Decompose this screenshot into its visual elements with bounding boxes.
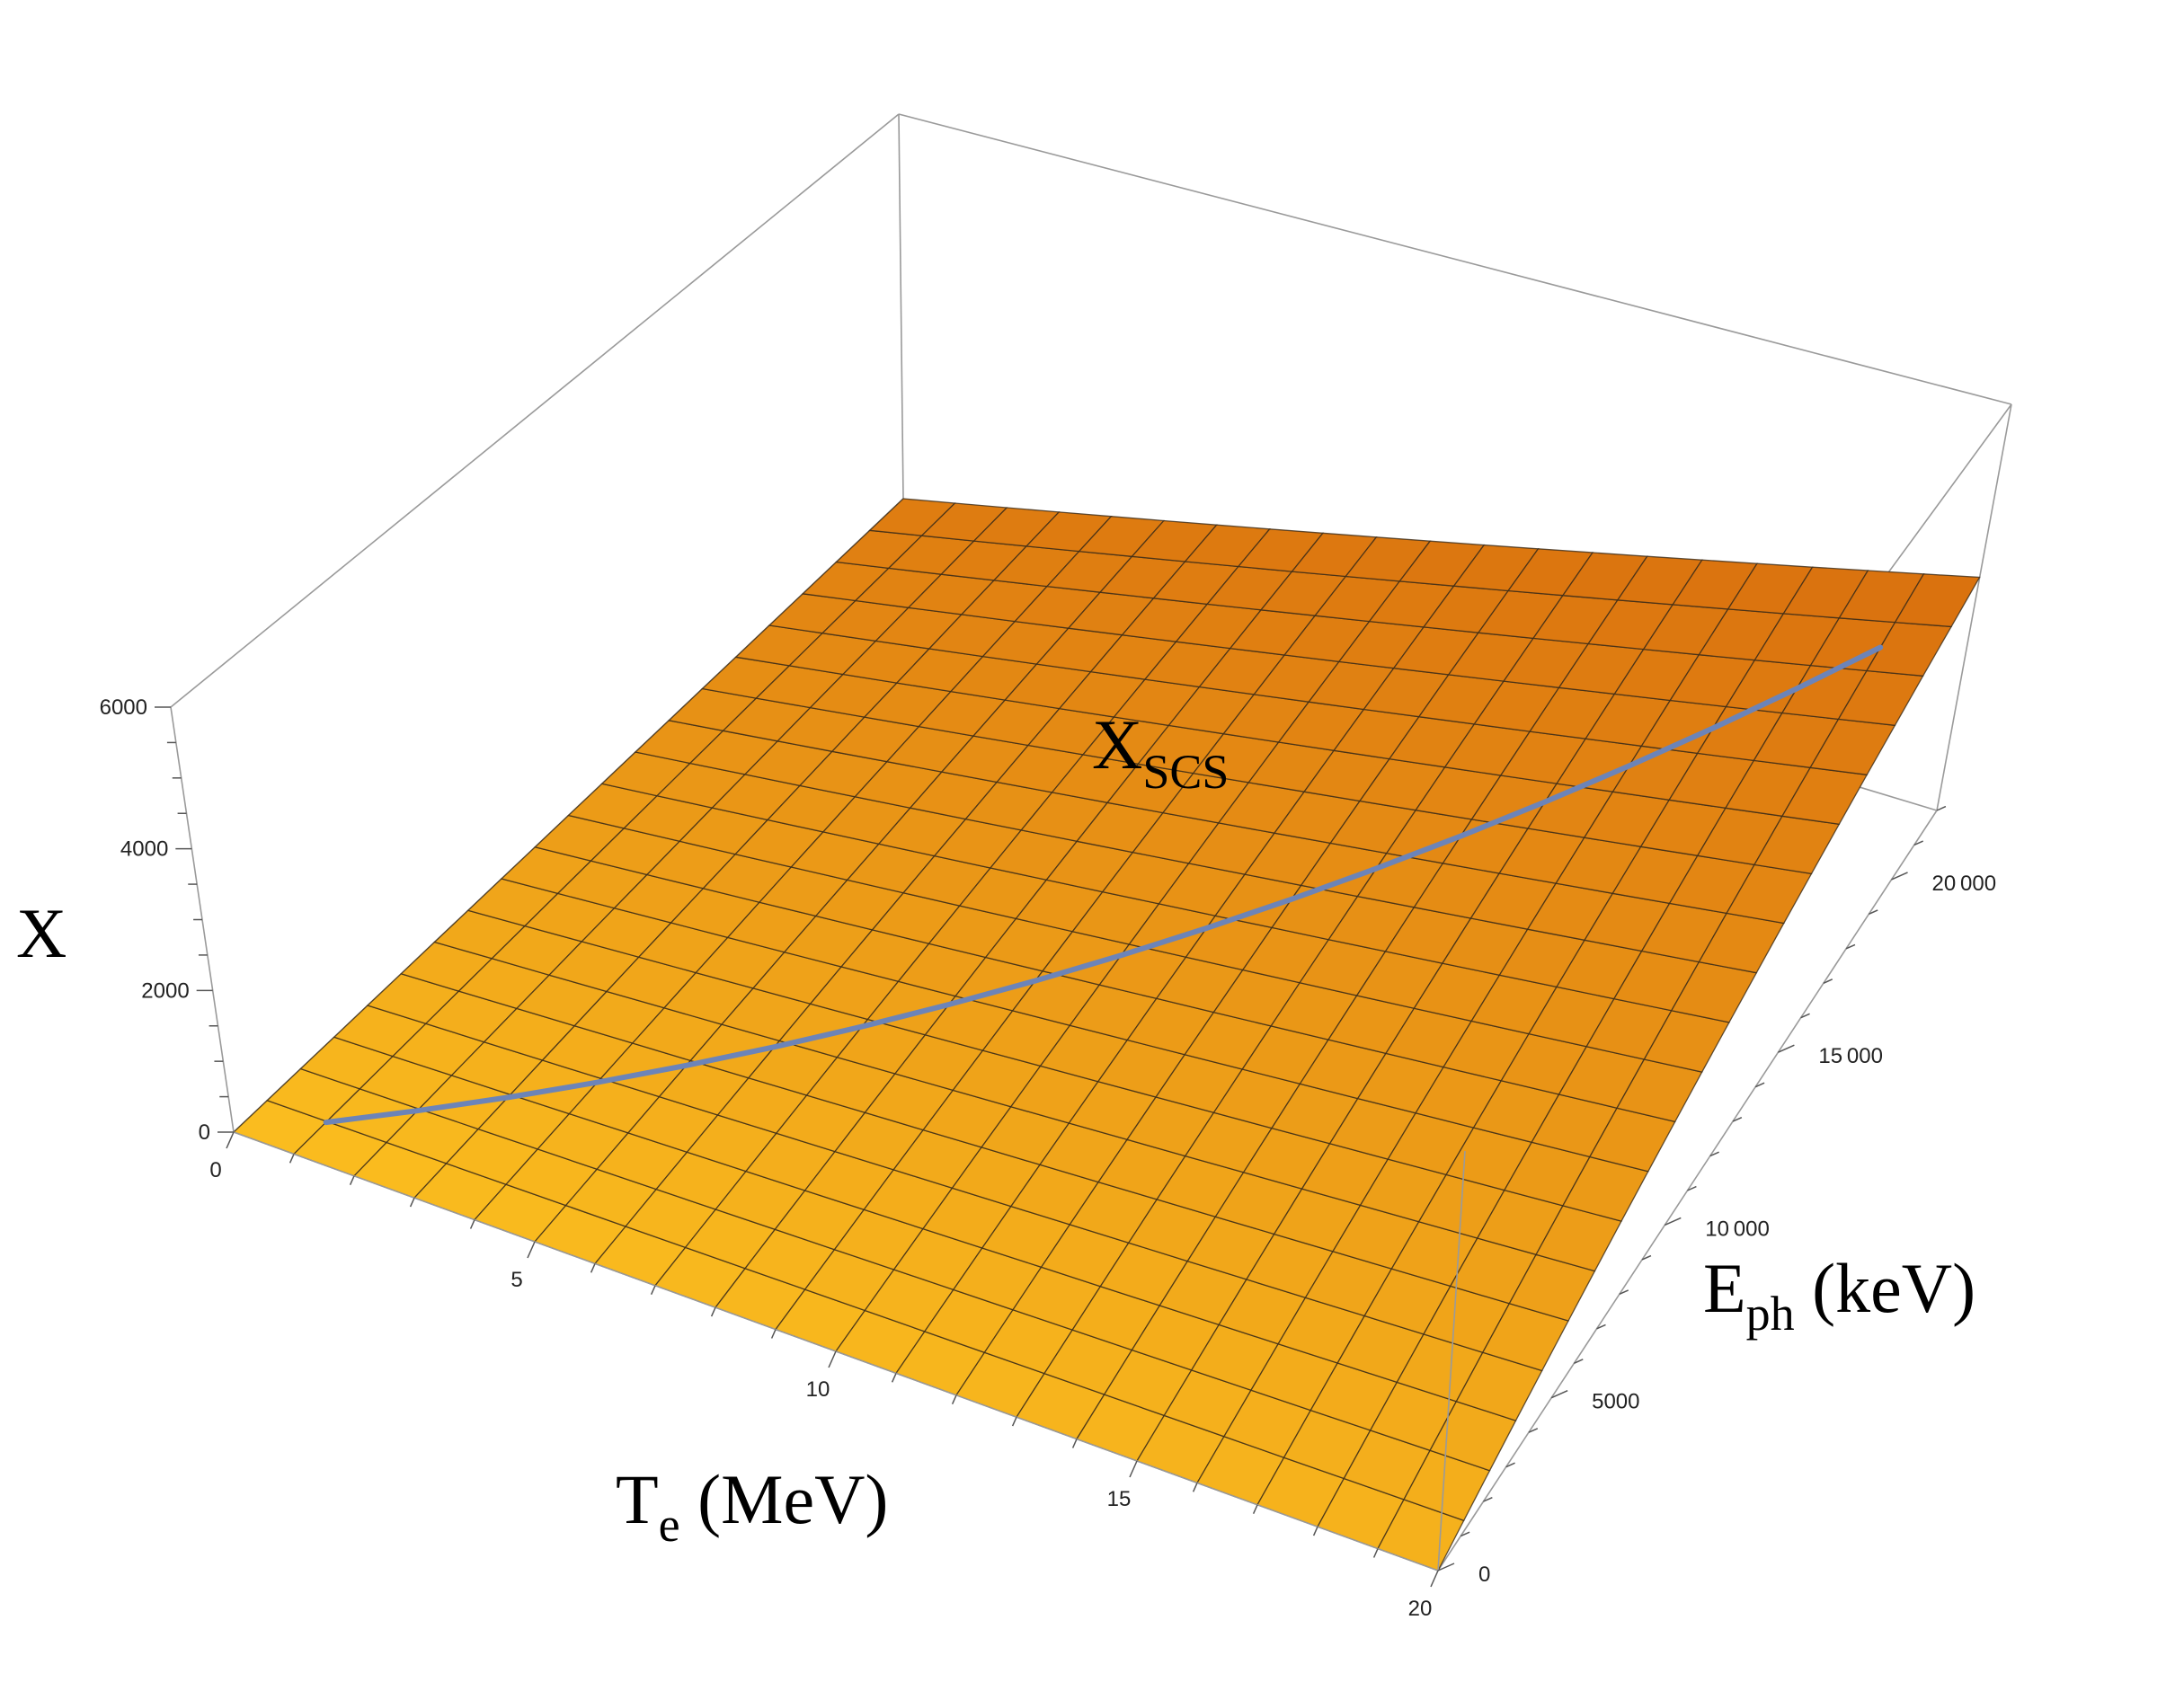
y-axis-tick-label: 15 000 bbox=[1818, 1044, 1883, 1068]
x-axis-tick bbox=[1372, 1548, 1379, 1558]
y-axis-tick-label: 20 000 bbox=[1932, 872, 1997, 896]
curve-label-main: X bbox=[1092, 705, 1142, 784]
y-axis-tick bbox=[1913, 840, 1923, 846]
y-axis-tick bbox=[1869, 909, 1878, 916]
y-axis-tick bbox=[1754, 1082, 1765, 1088]
x-axis-tick bbox=[1129, 1460, 1138, 1478]
y-axis-title-main: E bbox=[1703, 1249, 1746, 1327]
x-axis-tick bbox=[226, 1131, 235, 1149]
y-axis-tick bbox=[1550, 1390, 1568, 1399]
surface-plot bbox=[232, 498, 1981, 1571]
x-axis-title: Te (MeV) bbox=[616, 1460, 888, 1552]
y-axis-tick bbox=[1709, 1151, 1719, 1157]
y-axis-tick bbox=[1778, 1044, 1795, 1053]
y-axis-tick bbox=[1528, 1428, 1539, 1433]
scs-curve-layer bbox=[323, 644, 1884, 1126]
y-axis-title: Eph (keV) bbox=[1703, 1249, 1975, 1341]
x-axis-title-unit: (MeV) bbox=[680, 1460, 889, 1538]
x-axis-tick bbox=[590, 1263, 596, 1273]
curve-label: XSCS bbox=[1092, 705, 1229, 799]
y-axis-tick bbox=[1664, 1217, 1682, 1226]
y-axis-tick bbox=[1641, 1254, 1652, 1261]
y-axis-tick bbox=[1574, 1359, 1584, 1364]
y-axis-tick bbox=[1687, 1185, 1697, 1191]
y-axis-tick bbox=[1483, 1497, 1493, 1502]
z-axis-tick-label: 6000 bbox=[100, 695, 147, 720]
box-edge bbox=[170, 113, 900, 708]
scs-curve bbox=[323, 644, 1884, 1126]
x-axis-tick bbox=[1071, 1439, 1078, 1448]
x-axis-tick bbox=[1011, 1416, 1017, 1427]
x-axis-tick bbox=[1192, 1483, 1198, 1492]
x-axis-tick bbox=[650, 1285, 656, 1296]
x-axis-tick-label: 10 bbox=[806, 1377, 830, 1402]
x-axis-tick-label: 0 bbox=[209, 1158, 221, 1182]
y-axis-tick-label: 5000 bbox=[1592, 1390, 1639, 1414]
x-axis-title-main: T bbox=[616, 1460, 659, 1538]
y-axis-tick bbox=[1596, 1324, 1606, 1330]
surface-cell bbox=[1894, 573, 1981, 628]
x-axis-tick-label: 15 bbox=[1107, 1487, 1132, 1511]
z-axis-tick-label: 2000 bbox=[141, 978, 189, 1003]
y-axis-tick bbox=[1936, 805, 1947, 811]
x-axis-title-sub: e bbox=[659, 1498, 680, 1552]
x-axis-tick bbox=[828, 1350, 837, 1368]
y-axis-tick bbox=[1845, 943, 1856, 950]
z-axis-tick-label: 4000 bbox=[120, 837, 168, 862]
y-axis-title-sub: ph bbox=[1746, 1287, 1795, 1341]
curve-label-sub: SCS bbox=[1142, 745, 1229, 799]
x-axis-tick bbox=[469, 1219, 475, 1229]
box-edge bbox=[898, 113, 2012, 405]
y-axis-title-unit: (keV) bbox=[1795, 1249, 1975, 1327]
x-axis-tick bbox=[770, 1329, 777, 1339]
z-axis-tick-label: 0 bbox=[199, 1120, 210, 1145]
y-axis-tick bbox=[1460, 1531, 1470, 1537]
box-edge bbox=[1936, 403, 2012, 811]
box-edge bbox=[898, 113, 904, 500]
y-axis-tick bbox=[1823, 978, 1833, 984]
x-axis-tick-label: 20 bbox=[1408, 1597, 1433, 1621]
y-axis-tick bbox=[1505, 1462, 1515, 1468]
z-axis-title: X bbox=[16, 894, 67, 972]
y-axis-tick-label: 10 000 bbox=[1705, 1217, 1770, 1242]
y-axis-tick bbox=[1800, 1013, 1810, 1019]
x-axis-tick bbox=[710, 1306, 716, 1317]
x-axis-tick bbox=[527, 1241, 536, 1259]
x-axis-tick-label: 5 bbox=[510, 1268, 522, 1292]
y-axis-tick bbox=[1437, 1563, 1455, 1571]
y-axis-tick bbox=[1619, 1289, 1629, 1296]
x-axis-tick bbox=[1430, 1570, 1439, 1588]
x-axis-tick bbox=[1252, 1504, 1258, 1515]
y-axis-tick bbox=[1732, 1117, 1743, 1122]
x-axis-tick bbox=[289, 1154, 295, 1164]
y-axis-tick bbox=[1891, 872, 1908, 881]
y-axis-tick-label: 0 bbox=[1478, 1563, 1490, 1587]
x-axis-tick bbox=[951, 1394, 957, 1405]
x-axis-tick bbox=[891, 1373, 897, 1383]
axis-ticks: 0 5 10 15 20 0 5000 10 000 15 000 20 000 0 2000 4000… bbox=[100, 695, 1996, 1621]
x-axis-tick bbox=[1312, 1526, 1318, 1536]
x-axis-tick bbox=[349, 1175, 355, 1186]
box-edge bbox=[1437, 1150, 1466, 1571]
x-axis-tick bbox=[409, 1197, 415, 1208]
